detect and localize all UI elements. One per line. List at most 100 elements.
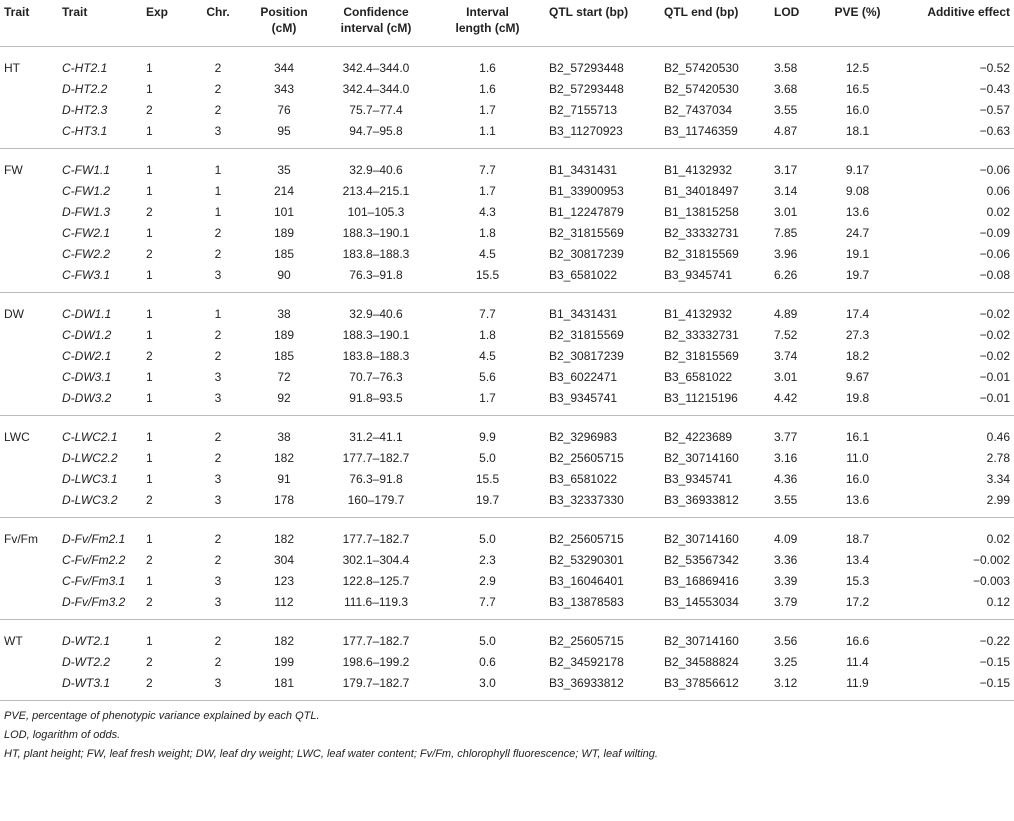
cell: 1	[146, 391, 153, 405]
table-row: HT C-HT2.1 1 2 344 342.4–344.0 1.6 B2_57293448 B…	[0, 47, 1014, 80]
cell: B2_34592178	[549, 655, 624, 669]
qtl-name: D-LWC2.2	[62, 451, 118, 465]
cell: 4.3	[479, 205, 496, 219]
cell: 1	[214, 205, 222, 219]
cell: 1	[146, 226, 153, 240]
cell: 3.68	[774, 82, 798, 96]
cell: 5.6	[479, 370, 496, 384]
qtl-name: D-LWC3.2	[62, 493, 118, 507]
empty-cell	[0, 100, 58, 121]
qtl-name: D-HT2.2	[62, 82, 108, 96]
table-row: C-DW1.2 1 2 189 188.3–190.1 1.8 B2_31815569 B2_…	[0, 325, 1014, 346]
cell: 4.09	[774, 532, 798, 546]
cell: 3.01	[774, 205, 798, 219]
qtl-name: C-DW1.2	[62, 328, 112, 342]
cell: 18.1	[845, 124, 870, 138]
cell: B1_33900953	[549, 184, 624, 198]
cell: 3	[214, 574, 222, 588]
cell: 2	[214, 655, 222, 669]
cell: 3	[214, 268, 222, 282]
cell: 70.7–76.3	[349, 370, 403, 384]
cell: 1	[146, 472, 153, 486]
cell: −0.08	[979, 268, 1010, 282]
cell: B3_36933812	[664, 493, 739, 507]
trait-group: LWC C-LWC2.1 1 2 38 31.2–41.1 9.9 B2_3296983 B2_…	[0, 416, 1014, 518]
qtl-name: C-DW3.1	[62, 370, 112, 384]
cell: 2.9	[479, 574, 496, 588]
group-trait: LWC	[4, 430, 30, 444]
cell: 5.0	[479, 634, 496, 648]
cell: 9.17	[845, 163, 870, 177]
cell: 7.85	[774, 226, 798, 240]
cell: 185	[273, 247, 295, 261]
table-header: Trait Trait Exp Chr. Position (cM) Confidence…	[0, 0, 1014, 47]
cell: 3.55	[774, 493, 798, 507]
cell: 1.7	[479, 391, 496, 405]
cell: 189	[273, 226, 295, 240]
cell: B2_53567342	[664, 553, 739, 567]
qtl-name: C-DW2.1	[62, 349, 112, 363]
cell: 94.7–95.8	[349, 124, 403, 138]
cell: 91	[277, 472, 291, 486]
cell: 183.8–188.3	[342, 247, 410, 261]
cell: 177.7–182.7	[342, 451, 410, 465]
cell: 3	[214, 391, 222, 405]
cell: 11.9	[846, 676, 869, 690]
cell: 2	[146, 676, 153, 690]
table-row: D-LWC3.2 2 3 178 160–179.7 19.7 B3_32337330 B3_…	[0, 490, 1014, 518]
cell: 18.2	[845, 349, 870, 363]
cell: 1.6	[479, 61, 496, 75]
cell: 6.26	[774, 268, 798, 282]
empty-cell	[0, 469, 58, 490]
cell: 35	[277, 163, 291, 177]
column-header: Trait	[0, 0, 58, 47]
group-trait: Fv/Fm	[4, 532, 38, 546]
cell: 182	[273, 532, 295, 546]
cell: 4.5	[479, 247, 496, 261]
cell: 3.0	[479, 676, 496, 690]
table-row: WT D-WT2.1 1 2 182 177.7–182.7 5.0 B2_25605715 B…	[0, 620, 1014, 653]
cell: 12.5	[845, 61, 870, 75]
cell: 3.58	[774, 61, 798, 75]
column-header: Chr.	[190, 0, 246, 47]
cell: 5.0	[479, 532, 496, 546]
cell: 92	[277, 391, 291, 405]
cell: B3_32337330	[549, 493, 624, 507]
cell: B2_31815569	[549, 226, 624, 240]
cell: 3.34	[986, 472, 1010, 486]
cell: 3.01	[774, 370, 798, 384]
cell: 3.17	[774, 163, 798, 177]
table-row: D-DW3.2 1 3 92 91.8–93.5 1.7 B3_9345741 B3_1121…	[0, 388, 1014, 416]
cell: 3.14	[774, 184, 798, 198]
cell: 38	[277, 307, 291, 321]
qtl-table: Trait Trait Exp Chr. Position (cM) Confidence…	[0, 0, 1014, 701]
cell: 188.3–190.1	[342, 328, 410, 342]
cell: 19.7	[475, 493, 500, 507]
cell: 2	[146, 349, 153, 363]
cell: 7.52	[774, 328, 798, 342]
cell: 76.3–91.8	[349, 472, 403, 486]
cell: 7.7	[479, 307, 496, 321]
cell: 90	[277, 268, 291, 282]
cell: 342.4–344.0	[342, 61, 410, 75]
cell: B1_34018497	[664, 184, 739, 198]
cell: 0.02	[986, 532, 1010, 546]
empty-cell	[0, 202, 58, 223]
table-row: C-DW2.1 2 2 185 183.8–188.3 4.5 B2_30817239 B2_…	[0, 346, 1014, 367]
cell: 2.78	[986, 451, 1010, 465]
cell: B3_9345741	[664, 472, 733, 486]
cell: 1	[146, 574, 153, 588]
cell: 181	[273, 676, 295, 690]
cell: 7.7	[479, 163, 496, 177]
cell: 1	[146, 451, 153, 465]
cell: 111.6–119.3	[343, 595, 409, 609]
cell: 1	[146, 82, 153, 96]
empty-cell	[0, 244, 58, 265]
cell: B3_11270923	[549, 124, 623, 138]
cell: −0.06	[979, 247, 1010, 261]
qtl-name: D-HT2.3	[62, 103, 108, 117]
column-header: Position (cM)	[246, 0, 322, 47]
group-trait: FW	[4, 163, 23, 177]
cell: 2.3	[479, 553, 496, 567]
table-row: C-Fv/Fm2.2 2 2 304 302.1–304.4 2.3 B2_53290301…	[0, 550, 1014, 571]
